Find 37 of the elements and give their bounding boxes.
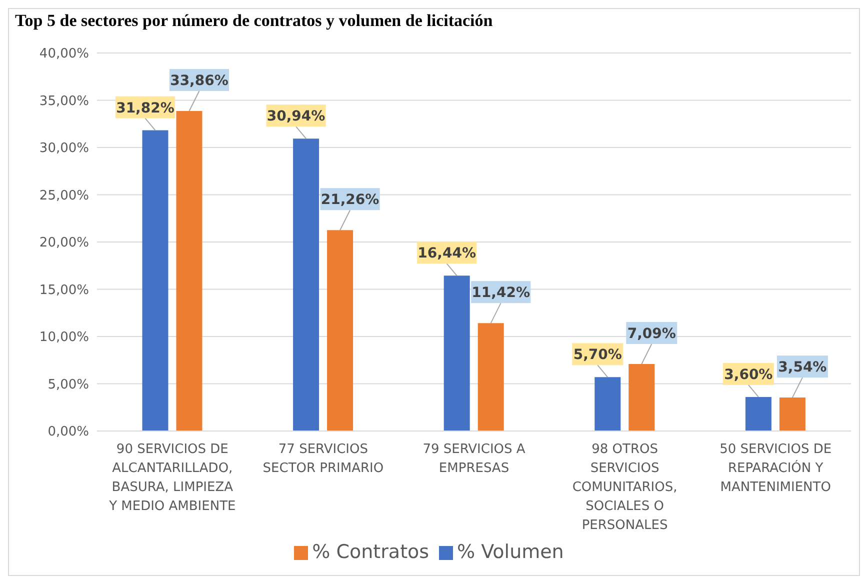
y-tick-label: 25,00%	[39, 188, 89, 204]
y-tick-label: 5,00%	[48, 377, 89, 392]
y-tick-label: 0,00%	[48, 424, 89, 440]
data-label: 21,26%	[320, 192, 380, 208]
legend-label: % Volumen	[457, 541, 564, 563]
bar	[142, 130, 168, 431]
data-label: 30,94%	[266, 108, 326, 125]
data-label: 3,54%	[778, 360, 827, 376]
x-tick-label: 90 SERVICIOS DE ALCANTARILLADO, BASURA, LIMPIEZA Y MEDIO AMBIENTE	[108, 442, 236, 514]
data-label: 5,70%	[573, 347, 622, 364]
bar	[779, 398, 806, 431]
y-tick-label: 30,00%	[39, 141, 89, 156]
data-label: 16,44%	[418, 246, 476, 262]
y-tick-label: 15,00%	[39, 282, 89, 298]
x-tick-label: 77 SERVICIOS SECTOR PRIMARIO	[262, 442, 384, 476]
data-label: 3,60%	[724, 366, 773, 383]
y-tick-label: 35,00%	[39, 94, 89, 109]
bar	[478, 323, 504, 431]
legend-label: % Contratos	[312, 541, 430, 563]
data-label: 33,86%	[170, 73, 228, 90]
bar	[745, 396, 772, 431]
data-label: 7,09%	[627, 326, 676, 342]
data-label: 31,82%	[116, 100, 174, 116]
bar	[176, 111, 202, 431]
bar	[293, 138, 320, 431]
data-label: 11,42%	[472, 285, 530, 302]
y-tick-label: 20,00%	[39, 236, 89, 251]
bar	[628, 364, 655, 431]
x-tick-label: 98 OTROS SERVICIOS COMUNITARIOS, SOCIALES O PERSONALES	[572, 442, 678, 533]
bar	[594, 377, 621, 431]
y-tick-label: 40,00%	[39, 46, 89, 62]
chart-title: Top 5 de sectores por número de contratos y volumen de licitación	[14, 10, 494, 32]
bar	[444, 276, 470, 431]
bar	[327, 230, 354, 431]
x-tick-label: 79 SERVICIOS A EMPRESAS	[422, 442, 526, 476]
y-tick-label: 10,00%	[39, 330, 89, 346]
x-tick-label: 50 SERVICIOS DE REPARACIÓN Y MANTENIMIENTO	[720, 442, 832, 495]
